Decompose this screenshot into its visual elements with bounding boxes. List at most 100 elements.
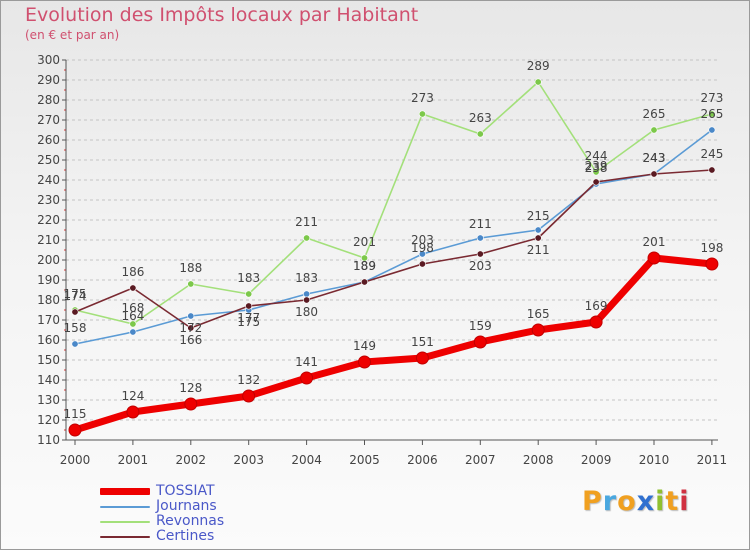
point-revonnas-2003 <box>245 290 253 298</box>
point-revonnas-2001 <box>129 320 137 328</box>
data-label-tossiat-2010: 201 <box>643 235 666 249</box>
x-axis: 2000 2001 2002 2003 2004 2005 2006 2007 2008 2009… <box>60 439 728 467</box>
point-journans-2000 <box>71 340 79 348</box>
data-label-revonnas-2010: 265 <box>643 107 666 121</box>
data-label-tossiat-2007: 159 <box>469 319 492 333</box>
series-line-revonnas <box>74 81 713 325</box>
chart-title: Evolution des Impôts locaux par Habitant <box>25 4 419 26</box>
point-certines-2010 <box>650 170 658 178</box>
y-tick-label-250: 250 <box>37 153 60 167</box>
legend-swatch-tossiat <box>100 488 150 495</box>
series-line-certines <box>74 169 713 329</box>
point-certines-2009 <box>592 178 600 186</box>
data-label-journans-2010: 243 <box>643 151 666 165</box>
point-journans-2001 <box>129 328 137 336</box>
legend-label-tossiat: TOSSIAT <box>156 483 215 499</box>
point-tossiat-2010 <box>647 251 661 265</box>
point-tossiat-2004 <box>300 371 314 385</box>
point-certines-2007 <box>476 250 484 258</box>
data-label-journans-2005: 189 <box>353 259 376 273</box>
point-certines-2005 <box>360 278 368 286</box>
point-revonnas-2009 <box>592 168 600 176</box>
proxiti-logo: Proxiti <box>582 486 690 517</box>
data-label-journans-2000: 158 <box>64 321 87 335</box>
logo-letter: r <box>602 486 618 517</box>
y-tick-label-210: 210 <box>37 233 60 247</box>
legend-item-tossiat[interactable]: TOSSIAT <box>100 483 300 499</box>
grid-lines <box>66 59 718 441</box>
x-tick-label-2003: 2003 <box>233 453 264 467</box>
data-label-revonnas-2004: 211 <box>295 215 318 229</box>
x-tick-label-2009: 2009 <box>581 453 612 467</box>
point-tossiat-2008 <box>531 323 545 337</box>
x-tick-label-2006: 2006 <box>407 453 438 467</box>
point-revonnas-2010 <box>650 126 658 134</box>
data-label-revonnas-2005: 201 <box>353 235 376 249</box>
point-tossiat-2005 <box>358 355 371 369</box>
y-tick-label-280: 280 <box>37 93 60 107</box>
point-revonnas-2004 <box>303 234 311 242</box>
y-tick-label-170: 170 <box>37 313 60 327</box>
data-label-journans-2004: 183 <box>295 271 318 285</box>
data-label-tossiat-2001: 124 <box>121 389 144 403</box>
y-tick-label-110: 110 <box>37 433 60 447</box>
x-tick-label-2005: 2005 <box>349 453 380 467</box>
data-label-journans-2009: 238 <box>585 161 608 175</box>
data-label-journans-2007: 211 <box>469 217 492 231</box>
data-label-certines-2005: 189 <box>353 259 376 273</box>
point-tossiat-2011 <box>705 257 719 271</box>
data-label-journans-2006: 203 <box>411 233 434 247</box>
data-label-journans-2001: 164 <box>121 309 144 323</box>
data-label-certines-2004: 180 <box>295 305 318 319</box>
legend-item-journans[interactable]: Journans <box>100 498 300 514</box>
data-label-revonnas-2002: 188 <box>179 261 202 275</box>
data-label-tossiat-2005: 149 <box>353 339 376 353</box>
y-tick-label-160: 160 <box>37 333 60 347</box>
logo-letter: x <box>636 486 656 517</box>
series-layer <box>68 78 719 437</box>
y-tick-label-240: 240 <box>37 173 60 187</box>
data-label-certines-2002: 166 <box>179 333 202 347</box>
data-label-revonnas-2001: 168 <box>121 301 144 315</box>
point-journans-2008 <box>534 226 542 234</box>
data-label-tossiat-2003: 132 <box>237 373 260 387</box>
y-tick-label-220: 220 <box>37 213 60 227</box>
y-tick-label-190: 190 <box>37 273 60 287</box>
point-revonnas-2008 <box>534 78 542 86</box>
legend-swatch-certines <box>100 536 150 538</box>
data-label-tossiat-2008: 165 <box>527 307 550 321</box>
legend-item-certines[interactable]: Certines <box>100 528 300 544</box>
plot-area <box>66 60 718 440</box>
y-tick-label-270: 270 <box>37 113 60 127</box>
point-tossiat-2003 <box>242 389 256 403</box>
x-tick-label-2004: 2004 <box>291 453 322 467</box>
data-label-certines-2010: 243 <box>643 151 666 165</box>
y-tick-label-150: 150 <box>37 353 60 367</box>
x-tick-label-2011: 2011 <box>697 453 728 467</box>
point-certines-2002 <box>187 324 195 332</box>
point-revonnas-2007 <box>476 130 484 138</box>
legend-swatch-revonnas <box>100 521 150 523</box>
point-certines-2000 <box>71 308 79 316</box>
point-certines-2004 <box>303 296 311 304</box>
data-label-certines-2000: 174 <box>64 289 87 303</box>
data-label-revonnas-2007: 263 <box>469 111 492 125</box>
point-tossiat-2001 <box>126 405 140 419</box>
legend-label-certines: Certines <box>156 528 215 544</box>
point-journans-2006 <box>418 250 426 258</box>
y-axis: 110 120 130 140 150 160 170 180 190 200 210 220 230 2… <box>37 53 67 447</box>
data-label-certines-2009: 239 <box>585 159 608 173</box>
legend-label-journans: Journans <box>156 498 217 514</box>
legend-label-revonnas: Revonnas <box>156 513 225 529</box>
y-tick-label-290: 290 <box>37 73 60 87</box>
data-label-tossiat-2011: 198 <box>700 241 723 255</box>
series-line-tossiat <box>71 254 716 434</box>
logo-letter: o <box>617 486 637 517</box>
data-label-tossiat-2006: 151 <box>411 335 434 349</box>
point-journans-2007 <box>476 234 484 242</box>
y-tick-label-300: 300 <box>37 53 60 67</box>
y-tick-label-140: 140 <box>37 373 60 387</box>
legend-item-revonnas[interactable]: Revonnas <box>100 513 300 529</box>
data-label-revonnas-2003: 183 <box>237 271 260 285</box>
